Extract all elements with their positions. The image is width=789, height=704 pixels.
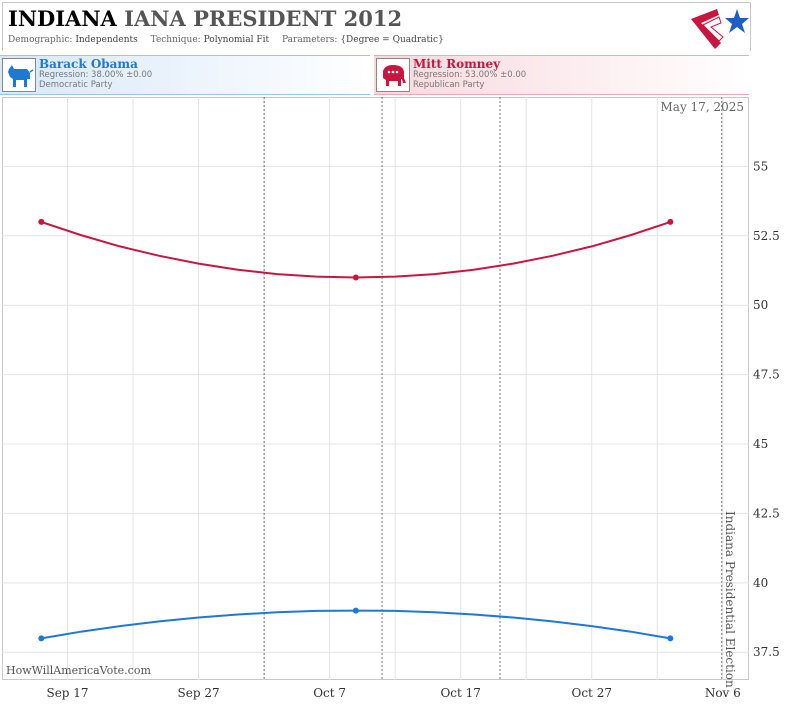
data-point-romney [667, 218, 674, 225]
data-point-obama [667, 635, 674, 642]
y-tick-label: 42.5 [753, 506, 780, 520]
trend-chart: Sep 17 Sep 27 Oct 7 Oct 17 Oct 27 Nov 6 37.5 40… [2, 97, 780, 700]
data-point-romney [38, 218, 45, 225]
technique-label: Technique: [150, 35, 201, 45]
candidate-legend: Barack Obama Regression: 38.00% ±0.00 De… [0, 55, 749, 95]
parameters-line: Demographic: Independents Technique: Pol… [8, 35, 444, 45]
title-race: IANA PRESIDENT 2012 [124, 6, 403, 31]
candidate-regression-romney: Regression: 53.00% ±0.00 [413, 70, 527, 80]
date-stamp: May 17, 2025 [661, 100, 744, 114]
legend-item-romney: Mitt Romney Regression: 53.00% ±0.00 Rep… [374, 55, 749, 95]
candidate-party-romney: Republican Party [413, 80, 485, 90]
data-point-obama [352, 607, 359, 614]
candidate-name-obama: Barack Obama [39, 57, 138, 71]
elephant-icon [376, 58, 410, 92]
data-point-romney [352, 274, 359, 281]
data-point-obama [38, 635, 45, 642]
y-tick-label: 45 [753, 437, 768, 451]
x-tick-label: Sep 17 [46, 686, 88, 700]
demographic-label: Demographic: [8, 35, 73, 45]
y-tick-label: 40 [753, 576, 768, 590]
technique-value: Polynomial Fit [203, 35, 270, 45]
x-tick-label: Sep 27 [178, 686, 220, 700]
parameters-value: {Degree = Quadratic} [340, 35, 444, 45]
parameters-label: Parameters: [282, 35, 338, 45]
legend-item-obama: Barack Obama Regression: 38.00% ±0.00 De… [0, 55, 370, 95]
candidate-party-obama: Democratic Party [39, 80, 113, 90]
x-tick-label: Oct 27 [572, 686, 612, 700]
donkey-icon [2, 58, 36, 92]
election-label: Indiana Presidential Election [723, 511, 737, 688]
y-tick-label: 37.5 [753, 645, 780, 659]
title-bar: INDIANA IANA PRESIDENT 2012 Demographic:… [2, 2, 751, 51]
x-tick-label: Oct 17 [440, 686, 480, 700]
candidate-regression-obama: Regression: 38.00% ±0.00 [39, 70, 153, 80]
x-tick-label: Oct 7 [313, 686, 346, 700]
page-title: INDIANA IANA PRESIDENT 2012 [8, 6, 402, 31]
title-state: INDIANA [8, 6, 117, 31]
demographic-value: Independents [75, 35, 138, 45]
y-tick-label: 55 [753, 159, 768, 173]
y-tick-label: 47.5 [753, 368, 780, 382]
watermark: HowWillAmericaVote.com [6, 664, 151, 677]
plot-area [2, 97, 749, 680]
x-tick-label: Nov 6 [705, 686, 741, 700]
candidate-name-romney: Mitt Romney [413, 57, 501, 71]
y-tick-label: 50 [753, 298, 768, 312]
y-tick-label: 52.5 [753, 229, 780, 243]
flag-star-logo-icon [691, 9, 749, 49]
